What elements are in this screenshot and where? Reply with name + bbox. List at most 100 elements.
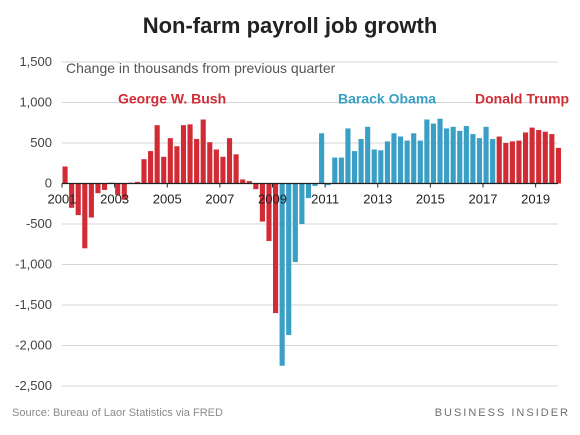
bar-democrat xyxy=(397,136,404,184)
bar-democrat xyxy=(325,183,331,186)
x-tick-label: 2011 xyxy=(311,192,339,207)
bar-democrat xyxy=(483,126,489,184)
x-tick-label: 2017 xyxy=(469,192,498,207)
bar-republican xyxy=(134,181,140,184)
bar-democrat xyxy=(358,138,364,184)
bar-democrat xyxy=(371,149,377,184)
bar-democrat xyxy=(391,133,397,184)
bar-democrat xyxy=(286,183,292,335)
bar-republican xyxy=(148,151,154,184)
bar-republican xyxy=(240,179,246,184)
x-tick-label: 2001 xyxy=(48,192,77,207)
bar-democrat xyxy=(424,119,430,184)
bar-republican xyxy=(141,159,147,184)
bar-democrat xyxy=(378,150,384,184)
bar-democrat xyxy=(305,183,312,199)
bar-republican xyxy=(253,183,259,190)
bar-republican xyxy=(233,154,239,184)
x-tick-label: 2007 xyxy=(205,192,234,207)
x-tick-label: 2009 xyxy=(258,192,287,207)
bar-republican xyxy=(69,183,75,208)
x-tick-label: 2019 xyxy=(521,192,550,207)
bar-republican xyxy=(121,183,127,200)
y-tick-label: -1,000 xyxy=(15,257,52,272)
y-tick-label: -500 xyxy=(26,216,52,231)
y-tick-label: 500 xyxy=(30,135,52,150)
x-tick-label: 2015 xyxy=(416,192,445,207)
bar-democrat xyxy=(384,141,390,184)
bar-republican xyxy=(529,127,535,184)
bar-republican xyxy=(95,183,101,194)
chart-subtitle: Change in thousands from previous quarte… xyxy=(66,60,336,76)
bar-democrat xyxy=(417,140,423,184)
bar-republican xyxy=(187,124,193,184)
bar-democrat xyxy=(450,126,456,184)
y-tick-label: -1,500 xyxy=(15,297,52,312)
bar-democrat xyxy=(292,183,298,263)
bar-democrat xyxy=(457,130,463,184)
source-note: Source: Bureau of Laor Statistics via FR… xyxy=(12,407,223,419)
president-label: Barack Obama xyxy=(338,90,436,106)
bar-republican xyxy=(161,156,167,184)
x-tick-label: 2005 xyxy=(153,192,182,207)
bar-republican xyxy=(207,142,213,184)
bar-republican xyxy=(154,125,160,184)
bar-republican xyxy=(101,183,108,190)
bar-republican xyxy=(180,125,187,184)
bar-democrat xyxy=(338,157,344,184)
y-tick-label: 0 xyxy=(45,176,52,191)
bar-republican xyxy=(82,183,88,249)
bar-republican xyxy=(62,166,68,184)
president-labels: George W. Bush Barack Obama Donald Trump xyxy=(118,90,569,106)
bar-democrat xyxy=(351,151,358,184)
bar-democrat xyxy=(365,126,371,184)
bar-republican xyxy=(75,183,81,216)
president-label: Donald Trump xyxy=(475,90,569,106)
bar-republican xyxy=(555,147,561,184)
bar-democrat xyxy=(279,183,285,366)
bar-republican xyxy=(226,138,233,184)
bar-democrat xyxy=(345,128,351,184)
y-tick-label: -2,500 xyxy=(15,378,52,393)
bar-republican xyxy=(194,138,200,184)
bar-republican xyxy=(88,183,94,218)
bar-democrat xyxy=(319,133,325,184)
bar-republican xyxy=(536,130,542,184)
president-label: George W. Bush xyxy=(118,90,226,106)
bar-democrat xyxy=(463,125,469,184)
bar-republican xyxy=(200,119,206,184)
bar-republican xyxy=(220,156,226,184)
bar-democrat xyxy=(444,128,450,184)
y-tick-label: 1,000 xyxy=(19,95,52,110)
bar-democrat xyxy=(490,138,496,184)
bar-democrat xyxy=(332,157,338,184)
bar-republican xyxy=(259,183,265,222)
bar-republican xyxy=(549,134,555,184)
bar-democrat xyxy=(430,123,437,184)
bar-republican xyxy=(174,146,180,184)
bars xyxy=(62,118,561,366)
grid-lines: 1,500 1,000 500 0 -500 -1,000 -1,500 -2,000 -2,5… xyxy=(15,54,558,393)
bar-democrat xyxy=(437,118,443,184)
x-tick-label: 2013 xyxy=(363,192,392,207)
bar-republican xyxy=(542,131,548,184)
bar-democrat xyxy=(299,183,305,224)
chart-title: Non-farm payroll job growth xyxy=(143,13,438,38)
bar-republican xyxy=(522,132,529,184)
y-tick-label: 1,500 xyxy=(19,54,52,69)
bar-republican xyxy=(266,183,272,242)
bar-republican xyxy=(115,183,121,195)
bar-democrat xyxy=(476,138,483,184)
y-tick-label: -2,000 xyxy=(15,338,52,353)
x-axis: 2001 2003 2005 2007 2009 2011 2013 2015 2017 2019 xyxy=(48,182,558,207)
bar-republican xyxy=(496,136,502,184)
bar-democrat xyxy=(470,134,476,184)
bar-republican xyxy=(503,143,509,184)
x-tick-label: 2003 xyxy=(100,192,129,207)
bar-democrat xyxy=(312,183,318,186)
bar-republican xyxy=(213,149,219,184)
bar-republican xyxy=(509,141,515,184)
bar-democrat xyxy=(404,140,410,184)
bar-democrat xyxy=(411,133,417,184)
